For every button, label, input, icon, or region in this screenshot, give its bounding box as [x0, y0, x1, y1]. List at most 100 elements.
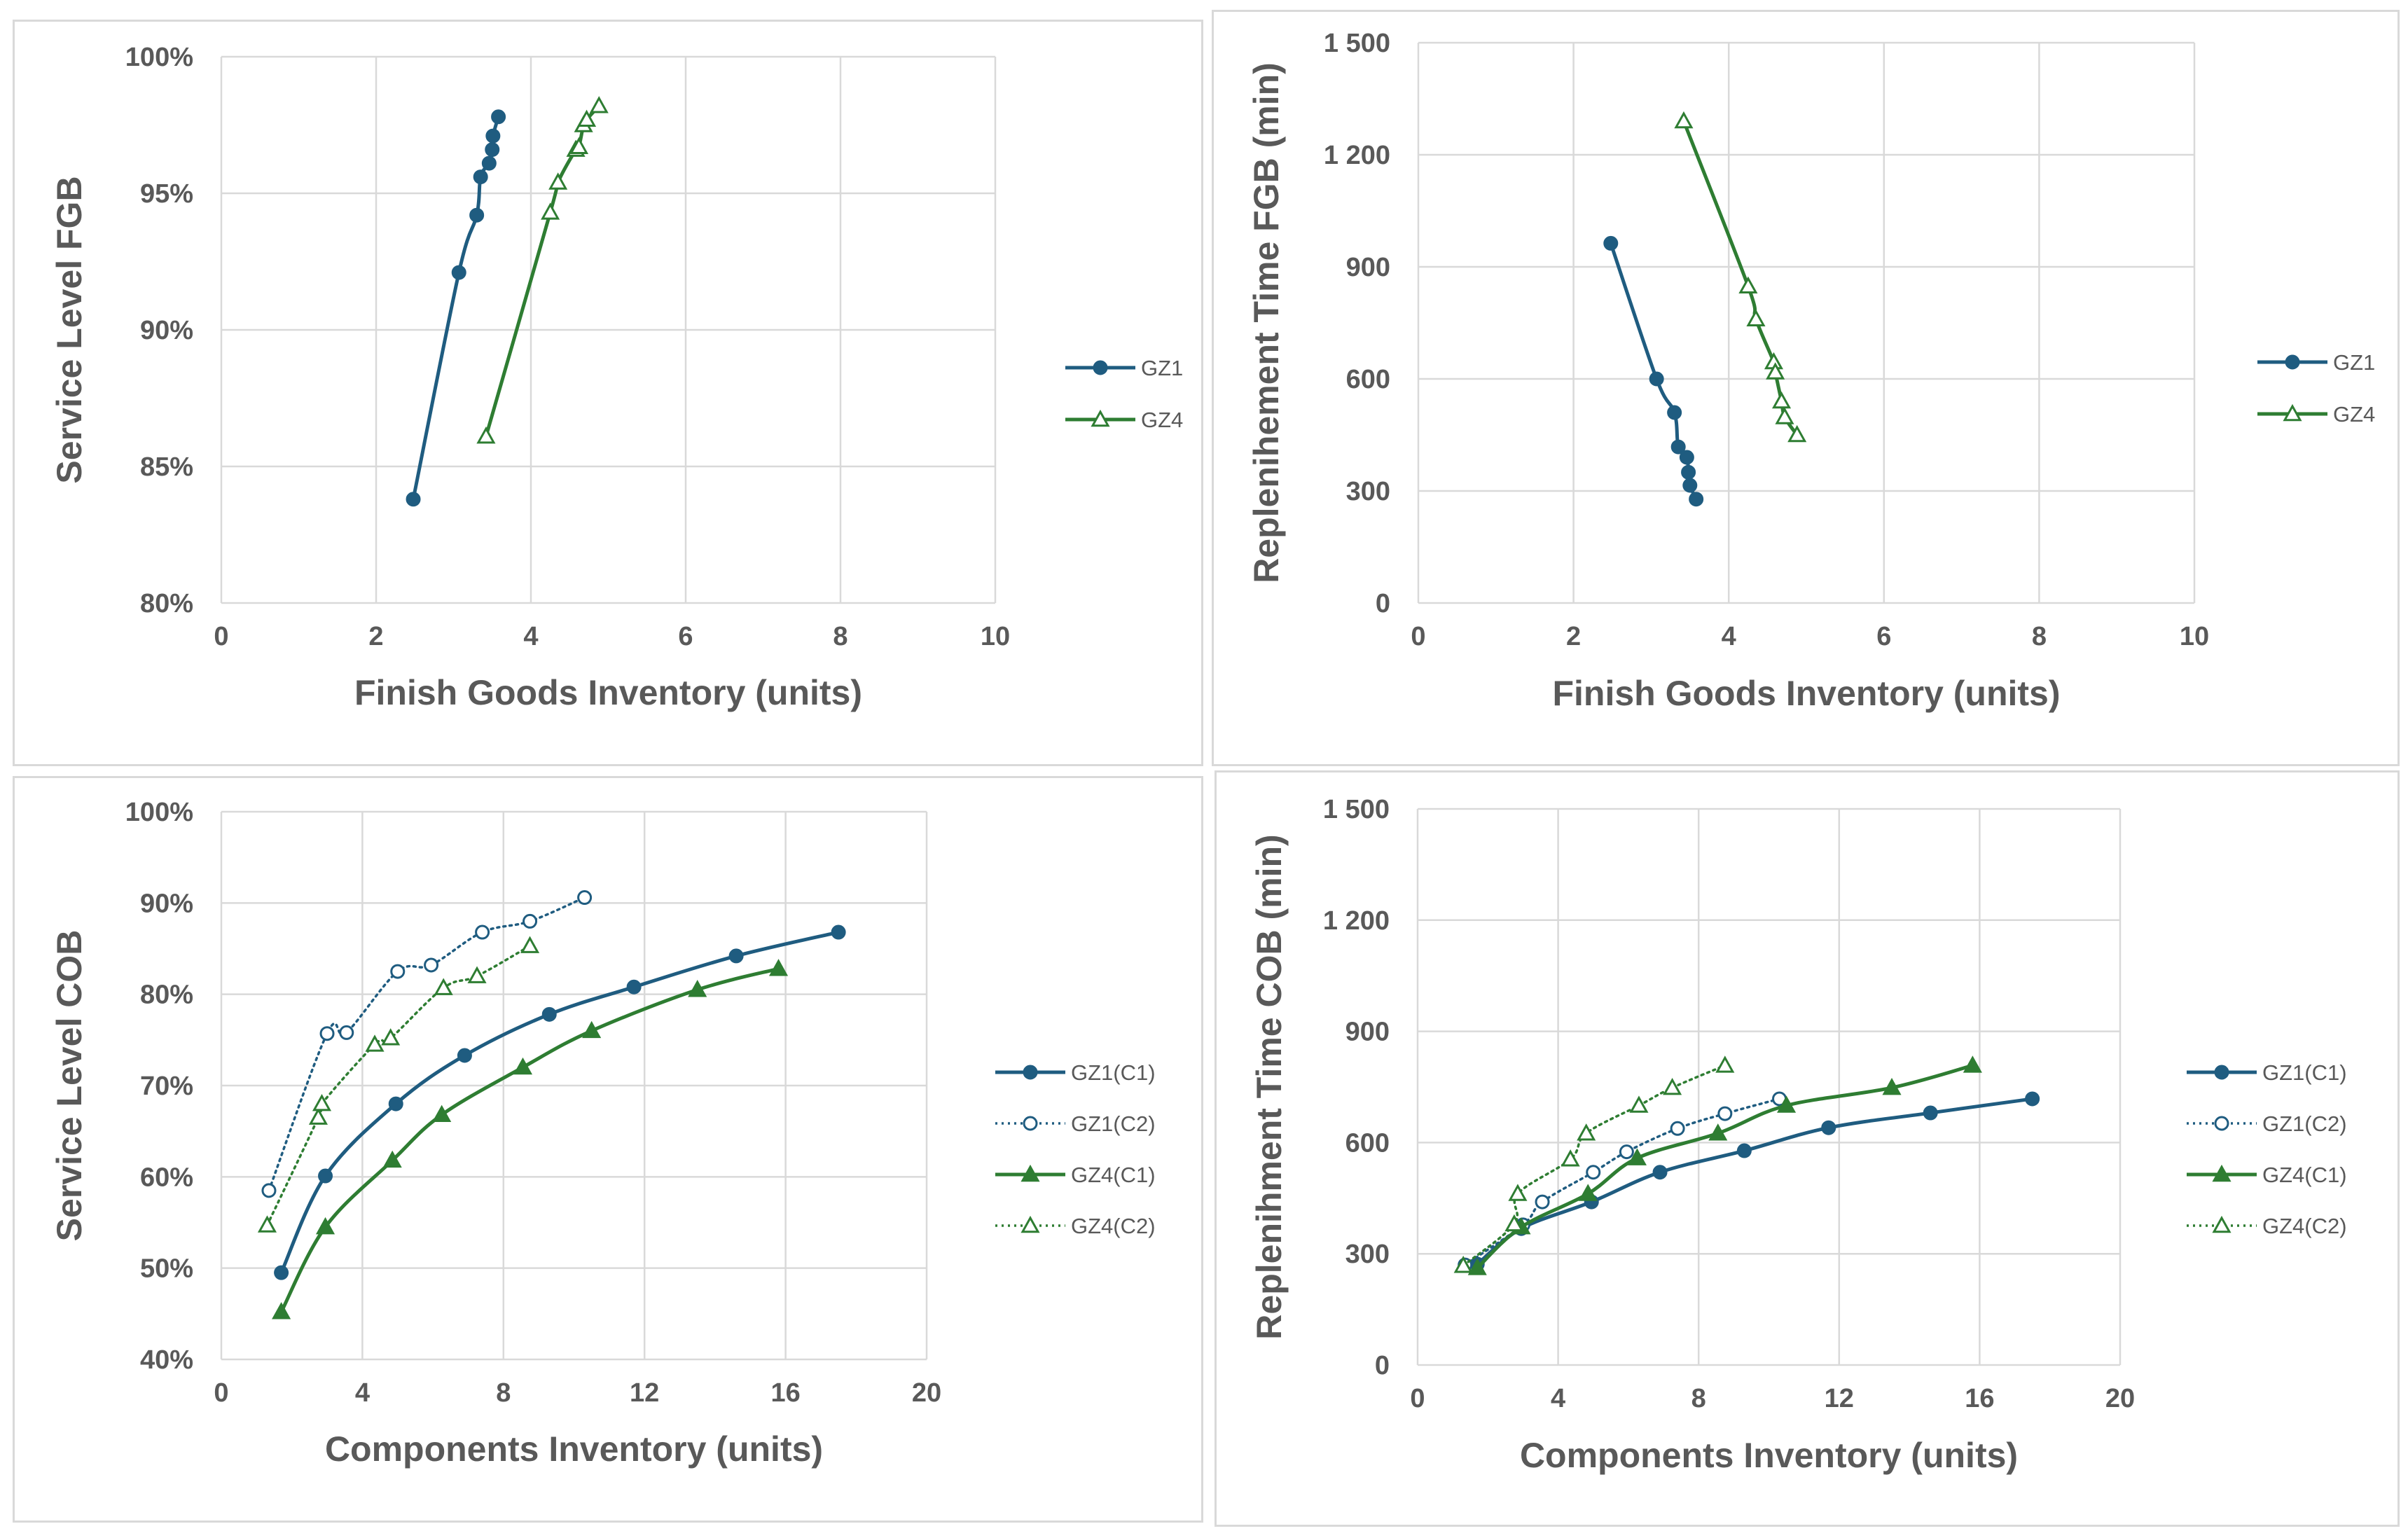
y-tick-label: 1 500	[1323, 795, 1390, 824]
y-tick-label: 900	[1346, 253, 1390, 282]
data-point	[513, 1057, 533, 1075]
legend-marker	[2285, 354, 2300, 370]
y-tick-label: 60%	[140, 1163, 193, 1192]
y-axis-label: Replenihement Time FGB (min)	[1247, 62, 1286, 583]
y-tick-label: 80%	[140, 981, 193, 1010]
y-tick-label: 90%	[140, 889, 193, 918]
data-point	[476, 427, 496, 444]
y-tick-label: 600	[1345, 1128, 1390, 1158]
series-gz4	[1674, 111, 1807, 443]
legend-marker	[1093, 360, 1108, 375]
data-point	[1670, 1121, 1685, 1136]
legend-marker	[2214, 1065, 2229, 1080]
data-point	[1777, 1095, 1797, 1113]
chart-svg: 0 2 4 6 8 10 80% 85% 90% 95% 100% Finish Goods Inve…	[50, 43, 1183, 712]
data-point	[569, 137, 589, 154]
data-point	[390, 964, 406, 979]
data-point	[523, 913, 538, 929]
data-point	[2025, 1091, 2040, 1107]
x-tick-label: 10	[2180, 622, 2209, 651]
series-gz1-c1-	[274, 924, 846, 1280]
legend-entry: GZ4	[2257, 402, 2375, 427]
data-point	[475, 924, 490, 940]
x-tick-label: 2	[368, 622, 383, 651]
data-point	[319, 1026, 335, 1041]
legend-entry: GZ4	[1065, 408, 1183, 432]
x-tick-label: 0	[1411, 622, 1425, 651]
data-point	[541, 1006, 557, 1022]
chart-panel-replenishment-time-cob: 0 4 8 12 16 20 0 300 600 900 1 200 1 500 Components …	[1215, 770, 2400, 1527]
x-tick-label: 4	[1722, 622, 1736, 651]
x-axis-label: Components Inventory (units)	[325, 1429, 823, 1469]
chart-svg: 0 4 8 12 16 20 40% 50% 60% 70% 80% 90% 100% Component…	[50, 798, 1156, 1469]
y-tick-label: 100%	[125, 43, 193, 72]
data-point	[1667, 405, 1682, 420]
legend-marker	[1023, 1116, 1038, 1131]
data-point	[432, 1104, 452, 1123]
series-line	[279, 967, 781, 1314]
data-point	[548, 172, 568, 190]
y-tick-label: 50%	[140, 1254, 193, 1284]
data-point	[1649, 371, 1664, 387]
legend-marker	[2212, 1215, 2231, 1233]
data-point	[831, 924, 846, 940]
x-tick-label: 6	[1876, 622, 1891, 651]
x-tick-label: 20	[912, 1378, 941, 1408]
y-tick-label: 300	[1346, 477, 1390, 506]
data-point	[582, 1020, 602, 1039]
legend-entry: GZ4(C2)	[2187, 1214, 2347, 1238]
data-point	[541, 202, 560, 220]
legend-marker	[1023, 1065, 1038, 1080]
chart-svg: 0 2 4 6 8 10 0 300 600 900 1 200 1 500 Finish Goods …	[1247, 29, 2375, 713]
x-tick-label: 4	[523, 622, 538, 651]
data-point	[1577, 1123, 1596, 1141]
legend-entry: GZ1(C1)	[2187, 1060, 2347, 1085]
data-point	[1578, 1184, 1598, 1201]
data-point	[406, 492, 421, 507]
data-point	[272, 1302, 291, 1319]
data-point	[339, 1025, 354, 1040]
legend-marker	[1020, 1215, 1040, 1233]
data-point	[1736, 1143, 1752, 1158]
data-point	[577, 890, 593, 906]
data-point	[1508, 1184, 1528, 1201]
y-axis-label: Replenihment Time COB (min)	[1250, 834, 1289, 1339]
y-tick-label: 900	[1345, 1018, 1390, 1047]
legend-label: GZ1	[1141, 356, 1183, 380]
series-gz1-c1-	[1469, 1091, 2040, 1272]
x-tick-label: 2	[1566, 622, 1581, 651]
legend-entry: GZ4(C1)	[2187, 1163, 2347, 1187]
legend-entry: GZ4(C1)	[995, 1163, 1156, 1187]
data-point	[1963, 1055, 1982, 1073]
data-point	[1603, 235, 1619, 251]
data-point	[388, 1096, 403, 1111]
data-point	[1715, 1055, 1735, 1073]
x-tick-label: 4	[355, 1378, 370, 1408]
x-axis-label: Finish Goods Inventory (units)	[1553, 674, 2061, 713]
series-line	[1463, 1097, 1781, 1266]
x-tick-label: 0	[214, 622, 228, 651]
y-tick-label: 100%	[125, 798, 193, 827]
series-gz1	[406, 109, 506, 507]
y-tick-label: 85%	[140, 452, 193, 482]
x-tick-label: 8	[1691, 1384, 1706, 1413]
series-line	[1475, 1097, 2035, 1266]
chart-panel-replenishment-time-fgb: 0 2 4 6 8 10 0 300 600 900 1 200 1 500 Finish Goods …	[1212, 10, 2400, 766]
x-tick-label: 6	[678, 622, 693, 651]
data-point	[1766, 362, 1785, 380]
data-point	[274, 1265, 289, 1280]
data-point	[577, 109, 597, 127]
legend-label: GZ4	[1141, 408, 1183, 432]
series-gz4-c2-	[1453, 1055, 1735, 1273]
x-tick-label: 16	[770, 1378, 800, 1408]
x-tick-label: 10	[981, 622, 1010, 651]
data-point	[1663, 1077, 1682, 1095]
data-point	[365, 1034, 385, 1052]
data-point	[1535, 1194, 1550, 1210]
x-tick-label: 12	[1825, 1384, 1854, 1413]
data-point	[1689, 492, 1704, 507]
data-point	[1923, 1105, 1938, 1121]
chart-panel-service-level-fgb: 0 2 4 6 8 10 80% 85% 90% 95% 100% Finish Goods Inve…	[13, 20, 1203, 766]
data-point	[728, 948, 744, 964]
data-point	[1738, 276, 1758, 294]
